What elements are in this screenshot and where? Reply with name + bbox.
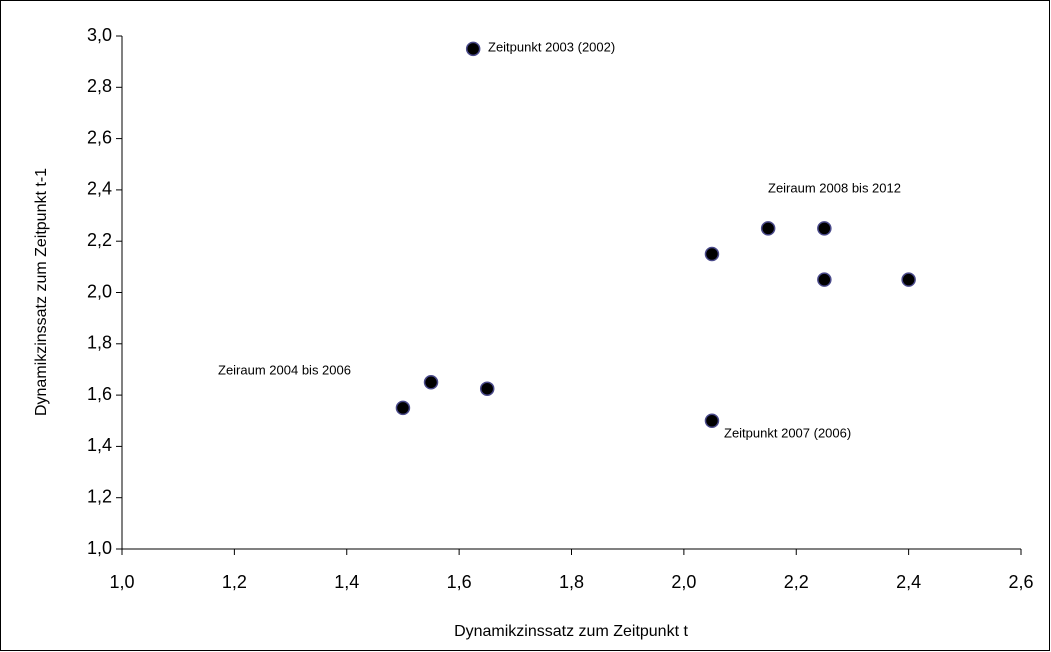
point [760,221,776,236]
y-tick-label: 3,0 [87,25,112,45]
annotation: Zeitpunkt 2003 (2002) [488,39,615,54]
point [817,221,832,236]
point [817,272,832,287]
x-tick-label: 1,8 [559,572,584,592]
point [901,272,916,287]
x-tick-label: 1,0 [109,572,134,592]
y-tick-label: 2,2 [87,230,112,250]
y-tick-label: 1,2 [87,486,112,506]
y-tick-label: 2,0 [87,281,112,301]
y-tick-label: 1,6 [87,384,112,404]
y-tick-label: 1,8 [87,333,112,353]
x-tick-label: 1,2 [222,572,247,592]
x-tick-label: 2,0 [671,572,696,592]
x-axis-title: Dynamikzinssatz zum Zeitpunkt t [454,623,688,640]
y-axis-title: Dynamikzinssatz zum Zeitpunkt t-1 [33,168,50,416]
annotation: Zeiraum 2004 bis 2006 [218,362,351,377]
annotation: Zeitpunkt 2007 (2006) [724,425,851,440]
point [704,246,720,262]
x-tick-label: 2,4 [896,572,921,592]
point [479,381,495,396]
y-tick-label: 2,6 [87,127,112,147]
x-tick-label: 2,2 [784,572,809,592]
y-tick-label: 1,0 [87,538,112,558]
annotation: Zeiraum 2008 bis 2012 [768,180,901,195]
point [423,375,439,390]
y-tick-label: 2,8 [87,76,112,96]
x-tick-label: 1,4 [334,572,359,592]
y-tick-label: 1,4 [87,435,112,455]
x-tick-label: 2,6 [1008,572,1033,592]
point [395,400,411,416]
point [704,413,720,428]
x-tick-label: 1,6 [447,572,472,592]
point [465,41,481,57]
y-tick-label: 2,4 [87,179,112,199]
